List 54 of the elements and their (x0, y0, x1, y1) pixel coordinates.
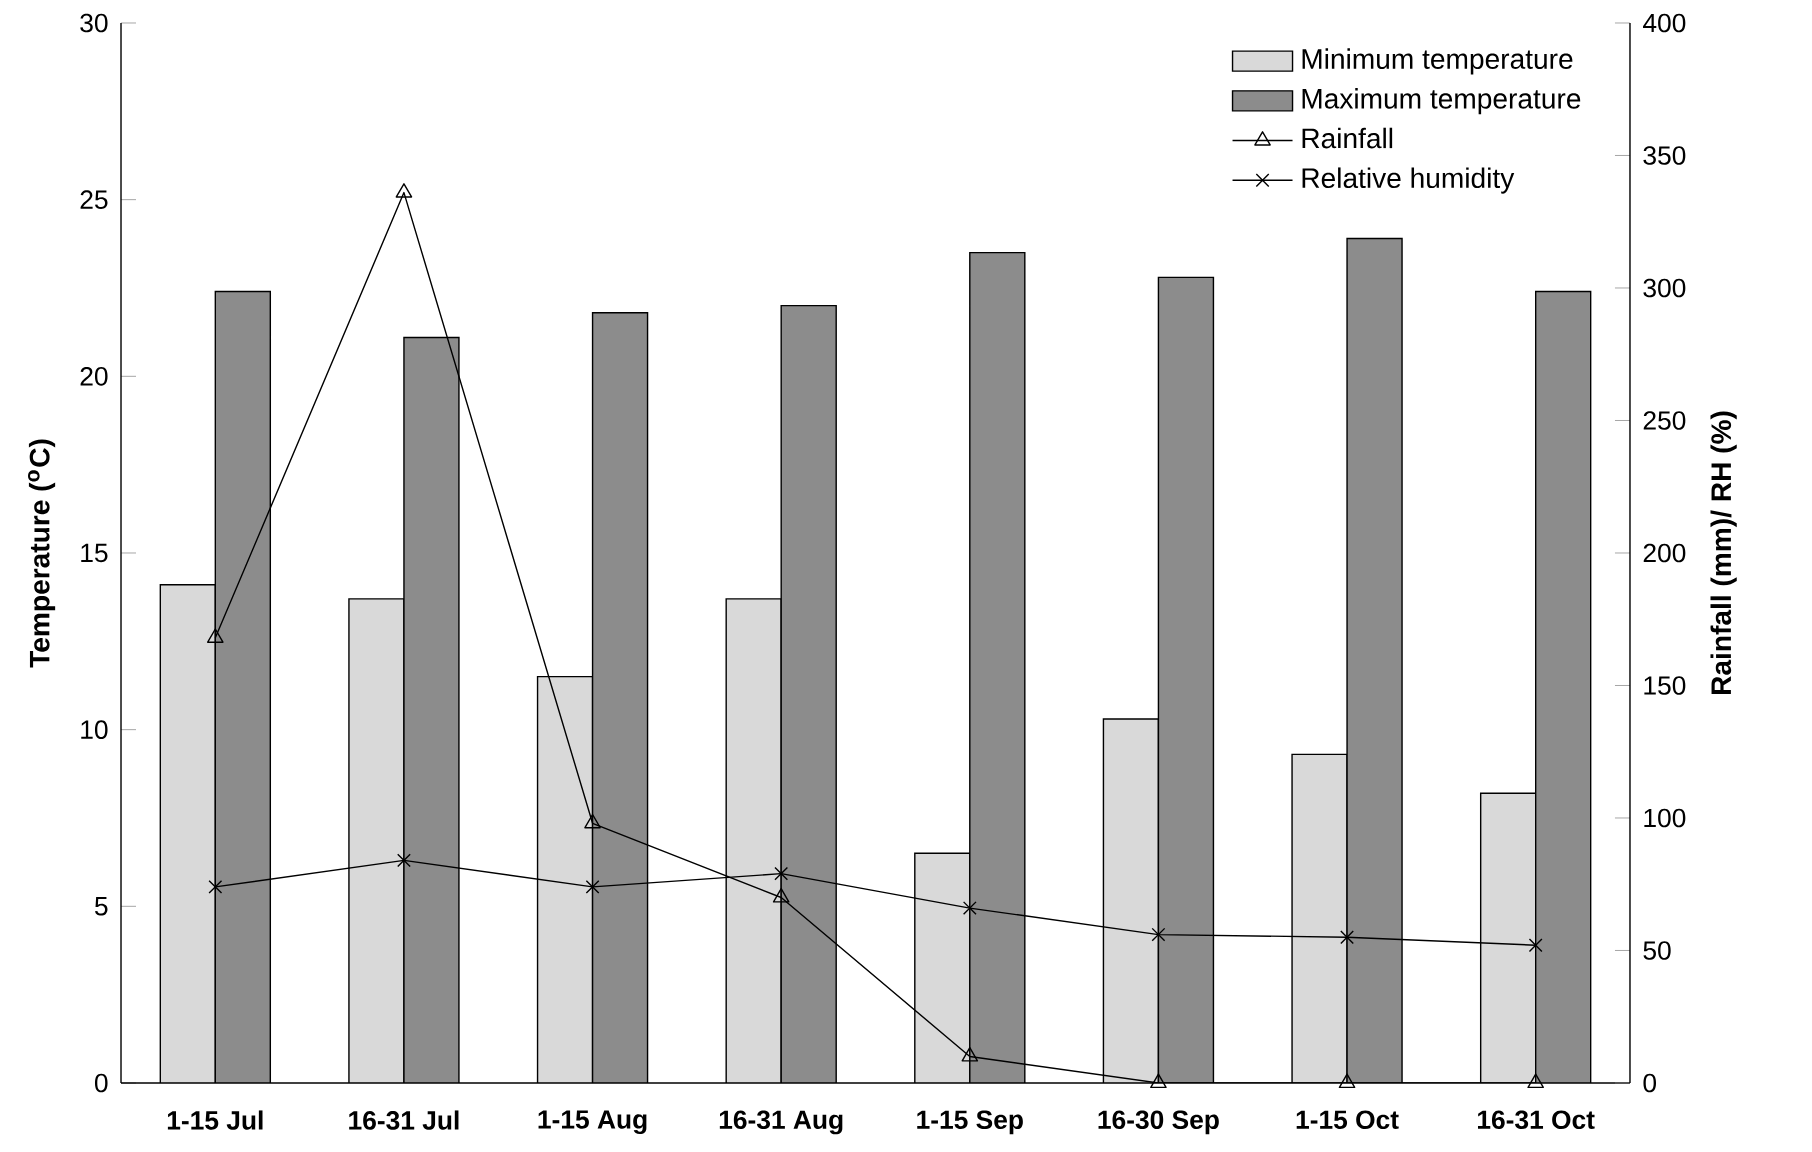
y-tick-label: 15 (81, 543, 108, 563)
point (1528, 938, 1543, 953)
bar (403, 337, 459, 1083)
bar (781, 305, 837, 1083)
point (962, 901, 977, 915)
y2-tick-label: 250 (1643, 411, 1686, 430)
y2-tick-label: 100 (1644, 808, 1686, 828)
y2-tick-label: 300 (1643, 278, 1686, 298)
x-tick-label: 16-31 Oct (1477, 1110, 1595, 1130)
point (1338, 1073, 1356, 1089)
legend-label: Maximum temperature (1302, 88, 1581, 115)
x-tick-label: 16-30 Sep (1098, 1110, 1219, 1135)
bar (215, 291, 271, 1083)
x-tick-label: 1-15 Sep (917, 1110, 1023, 1135)
bar (969, 252, 1025, 1083)
y2-tick-label: 0 (1643, 1073, 1657, 1093)
x-tick-label: 1-15 Oct (1296, 1110, 1399, 1130)
point (1340, 930, 1354, 945)
y-tick-label: 5 (94, 897, 108, 916)
point (397, 853, 411, 868)
point (961, 1046, 979, 1062)
y-tick-label: 0 (94, 1073, 108, 1093)
y-tick-label: 25 (80, 190, 108, 210)
point (772, 887, 790, 903)
bar (1158, 277, 1214, 1083)
x-tick-label: 1-15 Jul (167, 1110, 263, 1130)
point (208, 879, 223, 894)
point (584, 813, 601, 829)
y2-axis-title: Rainfall (mm)/ RH (%) (1710, 411, 1737, 695)
point (1527, 1073, 1544, 1089)
x-tick-label: 16-31 Jul (349, 1110, 459, 1130)
y2-tick-label: 200 (1643, 543, 1686, 563)
y-axis-title: Temperature ($^{o}$C) (28, 439, 56, 668)
legend-label: Minimum temperature (1302, 48, 1573, 75)
point (395, 183, 413, 198)
bar (1347, 238, 1403, 1083)
y2-tick-label: 150 (1644, 676, 1686, 695)
x-tick-label: 16-31 Aug (719, 1110, 843, 1135)
point (207, 628, 224, 643)
x-tick-label: 1-15 Aug (538, 1110, 647, 1135)
point (1150, 1073, 1167, 1089)
y-tick-label: 30 (80, 13, 108, 33)
bar (1534, 290, 1592, 1083)
point (1151, 927, 1166, 942)
legend-label: Rainfall (1302, 127, 1393, 149)
y-tick-label: 20 (80, 366, 108, 386)
y2-tick-label: 400 (1643, 13, 1686, 33)
y2-tick-label: 50 (1643, 941, 1671, 960)
point (585, 879, 600, 894)
bar (592, 312, 648, 1083)
point (774, 866, 789, 881)
y-tick-label: 10 (81, 720, 108, 739)
legend-label: Relative humidity (1302, 167, 1515, 194)
y2-tick-label: 350 (1643, 146, 1686, 165)
